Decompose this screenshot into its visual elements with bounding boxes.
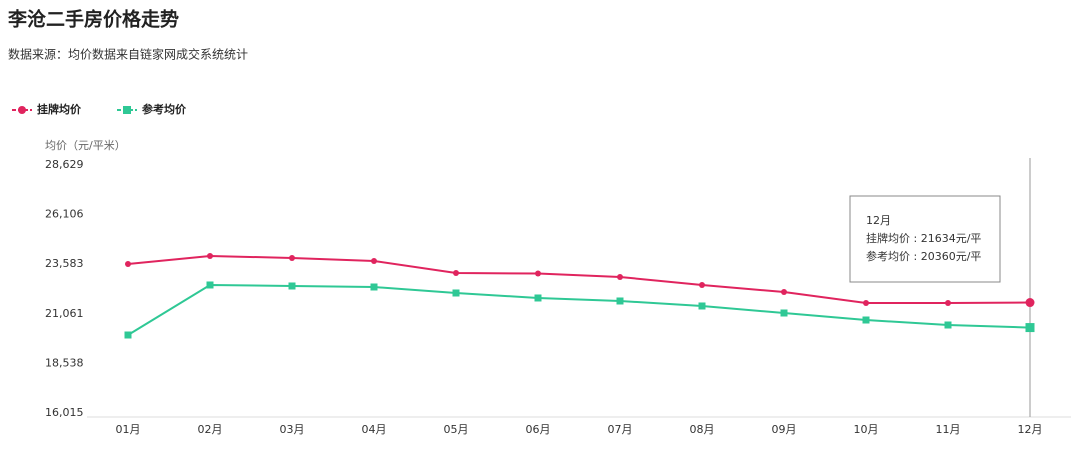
y-tick-label: 23,583 — [45, 257, 84, 270]
y-tick-label: 28,629 — [45, 158, 84, 171]
y-tick-label: 16,015 — [45, 406, 84, 419]
point — [944, 321, 952, 329]
point — [207, 252, 213, 259]
legend-label: 参考均价 — [142, 102, 187, 116]
point — [1025, 323, 1035, 333]
x-tick-label: 12月 — [1018, 423, 1043, 436]
tooltip-box — [849, 195, 1001, 283]
point — [1025, 298, 1035, 308]
legend-marker — [123, 106, 131, 114]
point — [616, 297, 624, 305]
point — [862, 316, 870, 324]
point — [617, 273, 623, 280]
point — [288, 282, 296, 290]
point — [206, 281, 214, 289]
point — [945, 299, 951, 306]
point — [535, 270, 541, 277]
point — [453, 269, 459, 276]
chart-subtitle: 数据来源：均价数据来自链家网成交系统统计 — [8, 47, 248, 62]
x-tick-label: 07月 — [608, 423, 633, 436]
tooltip-line: 参考均价 : 20360元/平 — [866, 249, 981, 263]
tooltip-line: 挂牌均价 : 21634元/平 — [866, 231, 981, 245]
point — [289, 254, 295, 261]
point — [698, 302, 706, 310]
x-tick-label: 09月 — [772, 423, 797, 436]
x-tick-label: 08月 — [690, 423, 715, 436]
x-tick-label: 04月 — [362, 423, 387, 436]
point — [699, 281, 705, 288]
legend-marker — [18, 106, 26, 114]
chart-title: 李沧二手房价格走势 — [7, 8, 179, 31]
point — [452, 289, 460, 297]
x-tick-label: 01月 — [116, 423, 141, 436]
series-line — [127, 254, 1031, 304]
x-tick-label: 05月 — [444, 423, 469, 436]
x-tick-label: 03月 — [280, 423, 305, 436]
series-line — [127, 283, 1031, 336]
point — [534, 294, 542, 302]
point — [863, 299, 869, 306]
x-tick-label: 10月 — [854, 423, 879, 436]
legend-label: 挂牌均价 — [37, 102, 82, 116]
point — [124, 331, 132, 339]
x-tick-label: 02月 — [198, 423, 223, 436]
point — [125, 260, 131, 267]
y-tick-label: 21,061 — [45, 307, 84, 320]
tooltip-title: 12月 — [866, 214, 891, 227]
y-tick-label: 18,538 — [45, 356, 84, 369]
x-tick-label: 11月 — [936, 423, 961, 436]
y-axis-title: 均价（元/平米） — [45, 139, 126, 152]
y-tick-label: 26,106 — [45, 208, 84, 221]
x-tick-label: 06月 — [526, 423, 551, 436]
point — [370, 283, 378, 291]
point — [371, 257, 377, 264]
point — [781, 288, 787, 295]
point — [780, 309, 788, 317]
